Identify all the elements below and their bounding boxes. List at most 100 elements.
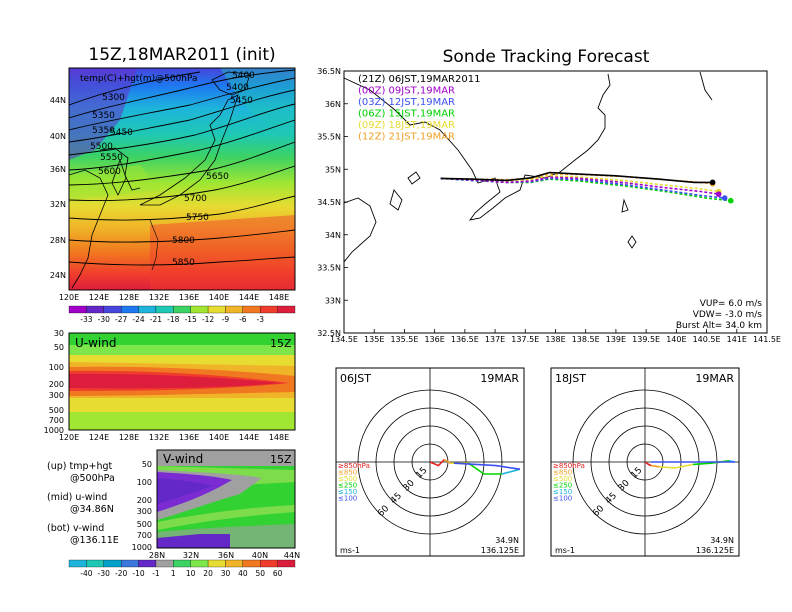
colorbar-swatch (225, 559, 243, 568)
track-line (440, 174, 719, 193)
lon-tick-label: 132E (149, 433, 169, 442)
colorbar-swatch (121, 559, 139, 568)
hodo-layer-label: ≤100 (338, 495, 357, 503)
hodo-left-time: 06JST (340, 372, 371, 385)
lat-tick-label: 33N (325, 296, 341, 305)
contour-label: 5500 (90, 142, 113, 152)
note-line: @500hPa (70, 473, 115, 484)
colorbar-label: -12 (202, 315, 214, 324)
track-endpoint (721, 195, 728, 201)
track-endpoint (715, 191, 722, 197)
note-line: @34.86N (70, 504, 114, 515)
hodo-layer-label: ≤850 (553, 469, 572, 477)
lat-tick-label: 24N (50, 271, 66, 280)
colorbar-swatch (68, 559, 87, 568)
contour-label: 5300 (102, 93, 125, 103)
lat-tick-label: 33.5N (317, 264, 341, 273)
colorbar-swatch (173, 559, 191, 568)
lat-tick-label: 32.5N (317, 329, 341, 338)
hodo-right-units: ms-1 (555, 546, 575, 555)
hodo-layer-label: ≤250 (553, 482, 572, 490)
lat-tick-label: 32N (50, 200, 66, 209)
colorbar-label: 60 (273, 569, 283, 578)
p-tick-label: 300 (49, 391, 64, 400)
hodo-layer-label: ≥850hPa (553, 462, 585, 470)
hodo-segment (429, 459, 445, 467)
contour-label: 5800 (172, 236, 195, 246)
lon-tick-label: 124E (89, 293, 109, 302)
colorbar-label: 1 (171, 569, 176, 578)
contour-label: 5400 (226, 83, 249, 93)
hodo-layer-label: ≤500 (553, 475, 572, 483)
hodo-left-date: 19MAR (480, 372, 519, 385)
colorbar-swatch (190, 559, 209, 568)
hodo-layer-label: ≤250 (338, 482, 357, 490)
lon-tick-label: 139E (606, 335, 626, 344)
colorbar-label: 40 (238, 569, 248, 578)
colorbar-label: -30 (98, 569, 110, 578)
hodo-right-time: 18JST (555, 372, 586, 385)
p-tick-label: 100 (49, 363, 64, 372)
note-line: @136.11E (70, 535, 119, 546)
p-tick-label: 200 (137, 496, 152, 505)
lat-tick-label: 35.5N (317, 133, 341, 142)
lon-tick-label: 140E (209, 433, 229, 442)
lon-tick-label: 141.5E (753, 335, 781, 344)
lon-tick-label: 135E (364, 335, 384, 344)
lon-tick-label: 144E (239, 433, 259, 442)
colorbar-label: -20 (115, 569, 127, 578)
hodo-segment (467, 462, 502, 475)
hodo-left-lat: 34.9N (495, 536, 519, 545)
hodo-segment (501, 468, 521, 475)
lon-tick-label: 136E (424, 335, 444, 344)
colorbar-label: -1 (152, 569, 160, 578)
contour-label: 5750 (186, 213, 209, 223)
lon-tick-label: 137E (485, 335, 505, 344)
track-line (440, 176, 719, 195)
p-tick-label: 500 (49, 406, 64, 415)
wind-colorbar: -40 -30 -20 -10 -1 1 10 20 30 40 50 60 (68, 559, 296, 578)
colorbar-label: 30 (221, 569, 231, 578)
contour-label: 5350 (92, 111, 115, 121)
right-panel-title: Sonde Tracking Forecast (443, 47, 650, 67)
lon-tick-label: 140.5E (693, 335, 721, 344)
hodo-left-units: ms-1 (340, 546, 360, 555)
colorbar-label: 10 (186, 569, 196, 578)
colorbar-label: 20 (203, 569, 213, 578)
hodo-left-lon: 136.125E (481, 546, 519, 555)
note-line: (bot) v-wind (47, 523, 104, 534)
lon-tick-label: 136E (179, 433, 199, 442)
colorbar-label: -6 (239, 315, 247, 324)
lon-tick-label: 134.5E (330, 335, 358, 344)
colorbar-swatch (103, 305, 122, 314)
lon-tick-label: 136E (179, 293, 199, 302)
hodo-layer-label: ≤150 (553, 488, 572, 496)
lon-tick-label: 135.5E (390, 335, 418, 344)
track-map: (21Z) 06JST,19MAR2011(00Z) 09JST,19MAR(0… (317, 67, 781, 344)
left-panel-title: 15Z,18MAR2011 (init) (88, 45, 275, 65)
hodo-layer-label: ≤500 (338, 475, 357, 483)
colorbar-label: -24 (132, 315, 144, 324)
contour-label: 5850 (172, 258, 195, 268)
colorbar-label: -27 (115, 315, 127, 324)
lon-tick-label: 141E (727, 335, 747, 344)
colorbar-label: -33 (80, 315, 92, 324)
colorbar-swatch (173, 305, 191, 314)
lon-tick-label: 124E (89, 433, 109, 442)
colorbar-label: -40 (80, 569, 92, 578)
colorbar-label: 50 (255, 569, 265, 578)
colorbar-swatch (138, 559, 157, 568)
u-wind-panel: U-wind 15Z 30 50 100 200 300 500 700 100… (44, 329, 296, 442)
hodo-segment (650, 464, 660, 468)
colorbar-swatch (277, 559, 296, 568)
lat-tick-label: 34N (325, 231, 341, 240)
hodo-right-lat: 34.9N (710, 536, 734, 545)
colorbar-swatch (155, 559, 174, 568)
colorbar-swatch (277, 305, 296, 314)
p-tick-label: 1000 (132, 543, 152, 552)
hodo-segment (659, 463, 694, 469)
colorbar-swatch (225, 305, 243, 314)
lon-tick-label: 120E (59, 433, 79, 442)
p-tick-label: 200 (49, 380, 64, 389)
